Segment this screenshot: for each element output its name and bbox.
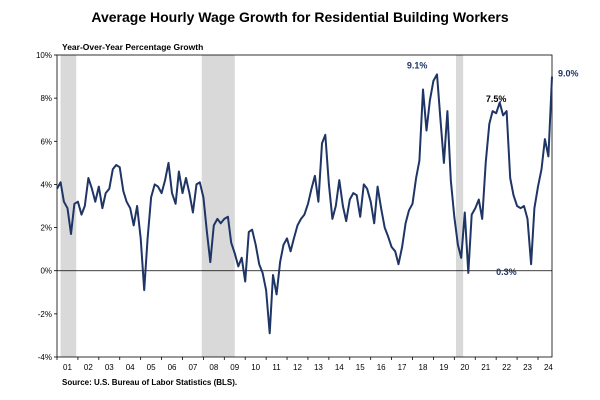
x-tick-label: 14 xyxy=(335,363,344,372)
recession-band-0 xyxy=(60,55,77,357)
series-line xyxy=(56,73,553,335)
recession-bands xyxy=(60,55,464,357)
x-tick-label: 08 xyxy=(209,363,218,372)
y-tick-label: 4% xyxy=(40,180,52,189)
x-tick-label: 05 xyxy=(147,363,156,372)
series-layer xyxy=(56,73,553,335)
y-tick-label: 0% xyxy=(40,267,52,276)
annotation-label: 9.1% xyxy=(407,60,428,70)
annotation-label: 7.5% xyxy=(486,94,507,104)
x-tick-label: 10 xyxy=(251,363,260,372)
x-tick-label: 20 xyxy=(460,363,469,372)
x-tick-label: 02 xyxy=(84,363,93,372)
recession-band-1 xyxy=(201,55,235,357)
x-tick-label: 03 xyxy=(105,363,114,372)
annotations: 9.1% 7.5% 0.3% 9.0% xyxy=(407,60,579,277)
x-tick-label: 15 xyxy=(356,363,365,372)
chart-title: Average Hourly Wage Growth for Residenti… xyxy=(91,9,509,25)
y-tick-label: 6% xyxy=(40,137,52,146)
axes: -4% -2% 0% 2% 4% 6% 8% 10% 01 02 03 04 05 06 07 08 09 10 1… xyxy=(36,51,553,372)
x-tick-label: 21 xyxy=(481,363,490,372)
x-tick-label: 06 xyxy=(168,363,177,372)
y-tick-label: 8% xyxy=(40,94,52,103)
source-note: Source: U.S. Bureau of Labor Statistics … xyxy=(62,378,238,387)
x-tick-label: 24 xyxy=(544,363,553,372)
plot-frame xyxy=(56,54,553,358)
annotation-label: 0.3% xyxy=(496,267,517,277)
recession-band-2 xyxy=(456,55,464,357)
x-tick-label: 01 xyxy=(63,363,72,372)
annotation-label: 9.0% xyxy=(558,69,579,79)
x-tick-label: 18 xyxy=(419,363,428,372)
x-tick-label: 17 xyxy=(398,363,407,372)
y-axis-label: Year-Over-Year Percentage Growth xyxy=(62,42,204,52)
y-tick-label: 2% xyxy=(40,224,52,233)
x-tick-label: 07 xyxy=(188,363,197,372)
y-tick-label: -2% xyxy=(38,310,52,319)
y-tick-label: -4% xyxy=(38,353,52,362)
x-tick-label: 11 xyxy=(272,363,281,372)
x-tick-label: 04 xyxy=(126,363,135,372)
x-tick-label: 19 xyxy=(439,363,448,372)
y-tick-label: 10% xyxy=(36,51,52,60)
x-tick-label: 22 xyxy=(502,363,511,372)
x-tick-label: 16 xyxy=(377,363,386,372)
x-tick-label: 23 xyxy=(523,363,532,372)
x-tick-label: 09 xyxy=(230,363,239,372)
x-tick-label: 12 xyxy=(293,363,302,372)
x-tick-label: 13 xyxy=(314,363,323,372)
